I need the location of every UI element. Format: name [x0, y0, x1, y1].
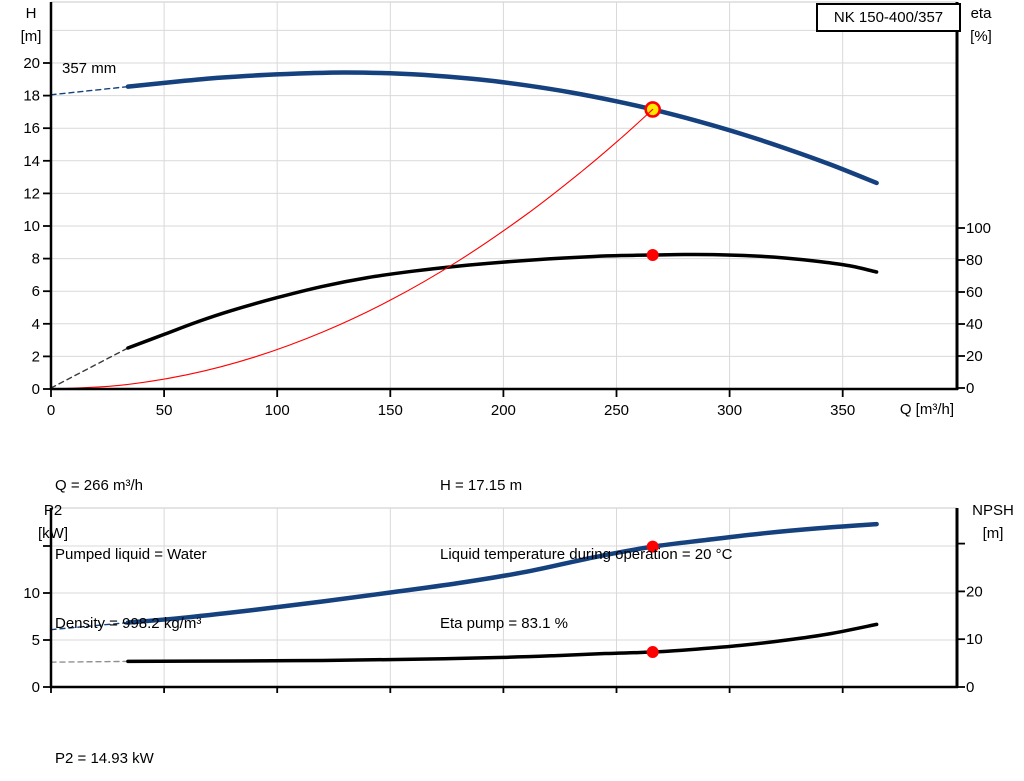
qh-curve	[125, 70, 879, 186]
left-tick-label: 10	[23, 585, 40, 602]
right-tick-label: 20	[966, 583, 983, 600]
p2-axis-title-line2: [kW]	[38, 525, 68, 542]
axes: 0 50 100 150 200 250 300 3500246810121416182002…	[23, 2, 991, 419]
x-tick-label: 100	[265, 402, 290, 419]
left-tick-label: 0	[32, 381, 40, 398]
pump-type-label: NK 150-400/357	[833, 9, 944, 26]
operating-point-info-left: Q = 266 m³/h Pumped liquid = Water Densi…	[55, 428, 207, 681]
p2-curve	[125, 521, 879, 625]
eta-axis-title-line2: [%]	[970, 28, 992, 45]
p2-extrapolation	[50, 621, 129, 631]
qh-eta-chart: 0 50 100 150 200 250 300 3500246810121416182002…	[23, 1, 991, 419]
curves	[50, 70, 879, 390]
operating-point-info-right: H = 17.15 m Liquid temperature during op…	[440, 428, 732, 681]
left-tick-label: 8	[32, 251, 40, 268]
qh-extrapolation	[50, 85, 129, 96]
npsh-curve	[126, 622, 879, 664]
left-tick-label: 10	[23, 218, 40, 235]
left-tick-label: 20	[23, 55, 40, 72]
npsh-axis-title: NPSH [m]	[962, 499, 1024, 545]
right-tick-label: 40	[966, 316, 983, 333]
h-axis-title-line2: [m]	[20, 28, 42, 45]
right-tick-label: 0	[966, 380, 974, 397]
npsh-duty-point-marker[interactable]	[646, 646, 659, 659]
info-liquid-temperature: Liquid temperature during operation = 20…	[440, 546, 733, 563]
left-tick-label: 4	[32, 316, 40, 333]
left-tick-label: 6	[32, 283, 40, 300]
eta-axis-title: eta [%]	[955, 2, 1007, 48]
info-eta-pump: Eta pump = 83.1 %	[440, 615, 568, 632]
x-tick-label: 50	[156, 402, 173, 419]
left-tick-label: 12	[23, 185, 40, 202]
info-p2: P2 = 14.93 kW	[55, 750, 154, 767]
gridlines	[51, 2, 957, 389]
eta-duty-point-marker[interactable]	[646, 249, 659, 262]
x-tick-label: 250	[604, 402, 629, 419]
left-tick-label: 18	[23, 88, 40, 105]
eta-axis-title-line1: eta	[970, 5, 992, 22]
right-tick-label: 80	[966, 252, 983, 269]
p2-axis-title-line1: P2	[43, 502, 63, 519]
eta-curve	[126, 252, 879, 350]
curves	[50, 521, 879, 664]
p2-duty-point-marker[interactable]	[646, 540, 659, 553]
system-curve	[50, 108, 654, 390]
h-axis-title: H [m]	[6, 2, 56, 48]
info-density: Density = 998.2 kg/m³	[55, 615, 202, 632]
x-tick-label: 200	[491, 402, 516, 419]
left-tick-label: 5	[32, 632, 40, 649]
axes: 0 5 10 0 10 20	[23, 508, 983, 696]
right-tick-label: 60	[966, 284, 983, 301]
impeller-diameter-label: 357 mm	[62, 60, 117, 77]
info-q: Q = 266 m³/h	[55, 477, 143, 494]
p2-axis-title: P2 [kW]	[23, 499, 83, 545]
info-h: H = 17.15 m	[440, 477, 523, 494]
x-tick-label: 0	[47, 402, 55, 419]
result-info: P2 = 14.93 kW NPSH = 7.31 m Max power P2…	[55, 701, 397, 781]
right-tick-label: 100	[966, 220, 991, 237]
info-pumped-liquid: Pumped liquid = Water	[55, 546, 207, 563]
pump-type-box: NK 150-400/357	[816, 3, 961, 32]
x-tick-label: 300	[717, 402, 742, 419]
left-tick-label: 0	[32, 679, 40, 696]
x-tick-label: 350	[830, 402, 855, 419]
left-tick-label: 16	[23, 120, 40, 137]
left-tick-label: 2	[32, 348, 40, 365]
q-axis-title: Q [m³/h]	[899, 401, 954, 418]
npsh-axis-title-line2: [m]	[982, 525, 1004, 542]
x-tick-label: 150	[378, 402, 403, 419]
right-tick-label: 20	[966, 348, 983, 365]
npsh-axis-title-line1: NPSH	[972, 502, 1014, 519]
right-tick-label: 10	[966, 631, 983, 648]
eta-extrapolation	[50, 347, 129, 389]
right-tick-label: 0	[966, 679, 974, 696]
npsh-extrapolation	[50, 660, 129, 663]
h-axis-title-line1: H	[25, 5, 37, 22]
p2-npsh-chart: 0 5 10 0 10 20	[23, 507, 983, 696]
left-tick-label: 14	[23, 153, 40, 170]
